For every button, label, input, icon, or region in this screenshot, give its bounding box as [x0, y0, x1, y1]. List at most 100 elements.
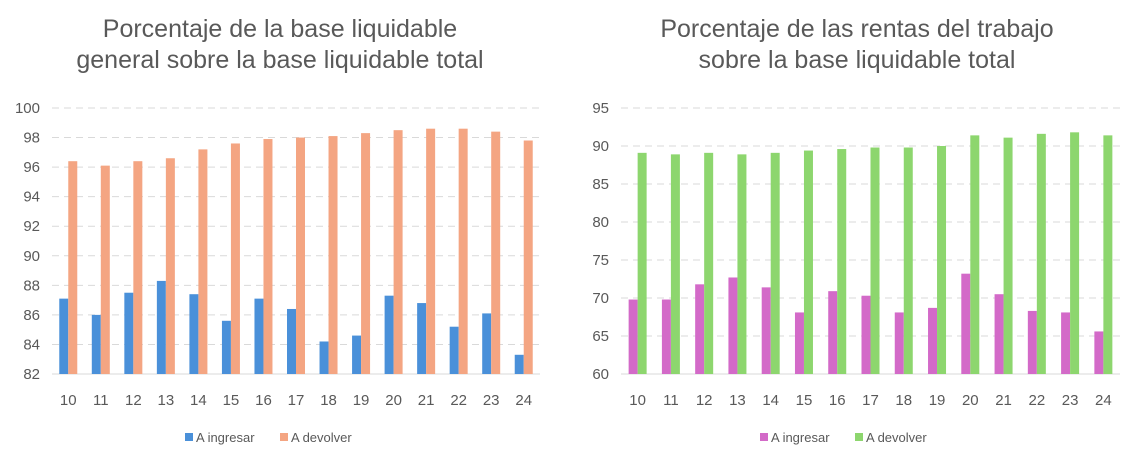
- bar-a-devolver: [1070, 132, 1080, 374]
- bar-a-devolver: [670, 154, 680, 374]
- bar-a-devolver: [165, 158, 175, 374]
- x-tick-label: 13: [158, 392, 175, 409]
- x-tick-label: 10: [60, 392, 77, 409]
- x-tick-label: 11: [93, 392, 109, 409]
- bar-a-devolver: [296, 137, 305, 374]
- bar-a-devolver: [837, 149, 847, 374]
- legend-label: A ingresar: [196, 430, 255, 445]
- y-tick-label: 90: [592, 138, 609, 155]
- x-tick-label: 15: [796, 392, 813, 409]
- bar-a-devolver: [263, 139, 273, 374]
- x-tick-label: 23: [1062, 392, 1079, 409]
- bar-a-devolver: [1036, 133, 1046, 374]
- x-tick-label: 20: [385, 392, 402, 409]
- bar-a-devolver: [1003, 137, 1013, 374]
- chart-2: Porcentaje de las rentas del trabajo sobr…: [592, 15, 1120, 445]
- chart-title-line: Porcentaje de las rentas del trabajo: [660, 15, 1053, 43]
- y-tick-label: 60: [592, 366, 609, 383]
- x-tick-label: 23: [483, 392, 500, 409]
- x-tick-label: 14: [190, 392, 207, 409]
- bar-a-devolver: [1103, 135, 1113, 374]
- x-tick-label: 16: [829, 392, 846, 409]
- bar-a-ingresar: [628, 299, 638, 374]
- y-tick-label: 92: [23, 218, 40, 235]
- bar-a-ingresar: [961, 273, 971, 374]
- bar-a-devolver: [458, 128, 468, 374]
- bar-a-ingresar: [287, 308, 296, 374]
- x-tick-label: 18: [895, 392, 912, 409]
- bar-a-ingresar: [1094, 331, 1104, 374]
- y-tick-label: 86: [23, 307, 40, 324]
- chart-1: Porcentaje de la base liquidable general …: [15, 15, 540, 445]
- bar-a-ingresar: [1027, 310, 1037, 374]
- bar-a-devolver: [100, 165, 110, 374]
- x-tick-label: 21: [418, 392, 435, 409]
- x-tick-label: 22: [1028, 392, 1045, 409]
- bar-a-ingresar: [189, 294, 199, 374]
- bar-a-ingresar: [482, 313, 492, 374]
- bar-a-ingresar: [352, 335, 362, 374]
- y-tick-label: 82: [23, 366, 40, 383]
- bar-a-devolver: [523, 140, 533, 374]
- x-tick-label: 20: [962, 392, 979, 409]
- y-tick-label: 70: [592, 290, 609, 307]
- bar-a-devolver: [68, 161, 78, 374]
- bar-a-ingresar: [221, 320, 231, 374]
- bar-a-devolver: [903, 147, 913, 374]
- y-tick-label: 80: [592, 214, 609, 231]
- bar-a-ingresar: [254, 298, 264, 374]
- bar-a-ingresar: [384, 295, 394, 374]
- x-tick-label: 12: [696, 392, 713, 409]
- bar-a-ingresar: [828, 291, 838, 374]
- x-tick-label: 15: [223, 392, 240, 409]
- x-tick-label: 14: [762, 392, 779, 409]
- bar-a-ingresar: [319, 341, 329, 374]
- x-tick-label: 12: [125, 392, 142, 409]
- y-tick-label: 65: [592, 328, 609, 345]
- bar-a-ingresar: [794, 312, 804, 374]
- y-tick-label: 94: [23, 189, 40, 206]
- bar-a-devolver: [328, 136, 338, 374]
- bar-a-devolver: [803, 150, 813, 374]
- bar-a-ingresar: [156, 280, 166, 374]
- x-tick-label: 13: [729, 392, 746, 409]
- bar-a-ingresar: [124, 292, 134, 374]
- bar-a-ingresar: [59, 298, 69, 374]
- x-tick-label: 10: [629, 392, 646, 409]
- y-tick-label: 95: [592, 100, 609, 117]
- bar-a-devolver: [198, 149, 208, 374]
- bar-a-devolver: [361, 133, 371, 374]
- y-tick-label: 98: [23, 130, 40, 147]
- chart-title-line: general sobre la base liquidable total: [76, 46, 483, 74]
- legend-label: A devolver: [291, 430, 352, 445]
- chart-title-line: Porcentaje de la base liquidable: [103, 15, 457, 43]
- bar-a-ingresar: [449, 326, 459, 374]
- x-tick-label: 21: [995, 392, 1012, 409]
- chart-title-line: sobre la base liquidable total: [699, 46, 1016, 74]
- y-tick-label: 100: [15, 100, 40, 117]
- bar-a-ingresar: [417, 303, 427, 374]
- y-tick-label: 88: [23, 277, 40, 294]
- bar-a-devolver: [426, 128, 436, 374]
- bar-a-devolver: [870, 147, 880, 374]
- legend-swatch: [760, 433, 768, 441]
- legend-swatch: [280, 433, 288, 441]
- bar-a-devolver: [737, 154, 747, 374]
- x-tick-label: 16: [255, 392, 272, 409]
- bar-a-ingresar: [894, 312, 904, 374]
- bar-a-devolver: [133, 161, 143, 374]
- x-tick-label: 22: [450, 392, 467, 409]
- bar-a-ingresar: [695, 284, 705, 374]
- x-tick-label: 11: [663, 392, 679, 409]
- x-tick-label: 24: [1095, 392, 1112, 409]
- x-tick-label: 19: [929, 392, 946, 409]
- bar-a-devolver: [937, 146, 947, 374]
- bar-a-devolver: [704, 152, 714, 374]
- bar-a-devolver: [637, 152, 647, 374]
- bar-a-ingresar: [761, 287, 771, 374]
- bar-a-ingresar: [91, 314, 101, 374]
- x-tick-label: 17: [862, 392, 879, 409]
- legend-swatch: [855, 433, 863, 441]
- x-tick-label: 18: [320, 392, 337, 409]
